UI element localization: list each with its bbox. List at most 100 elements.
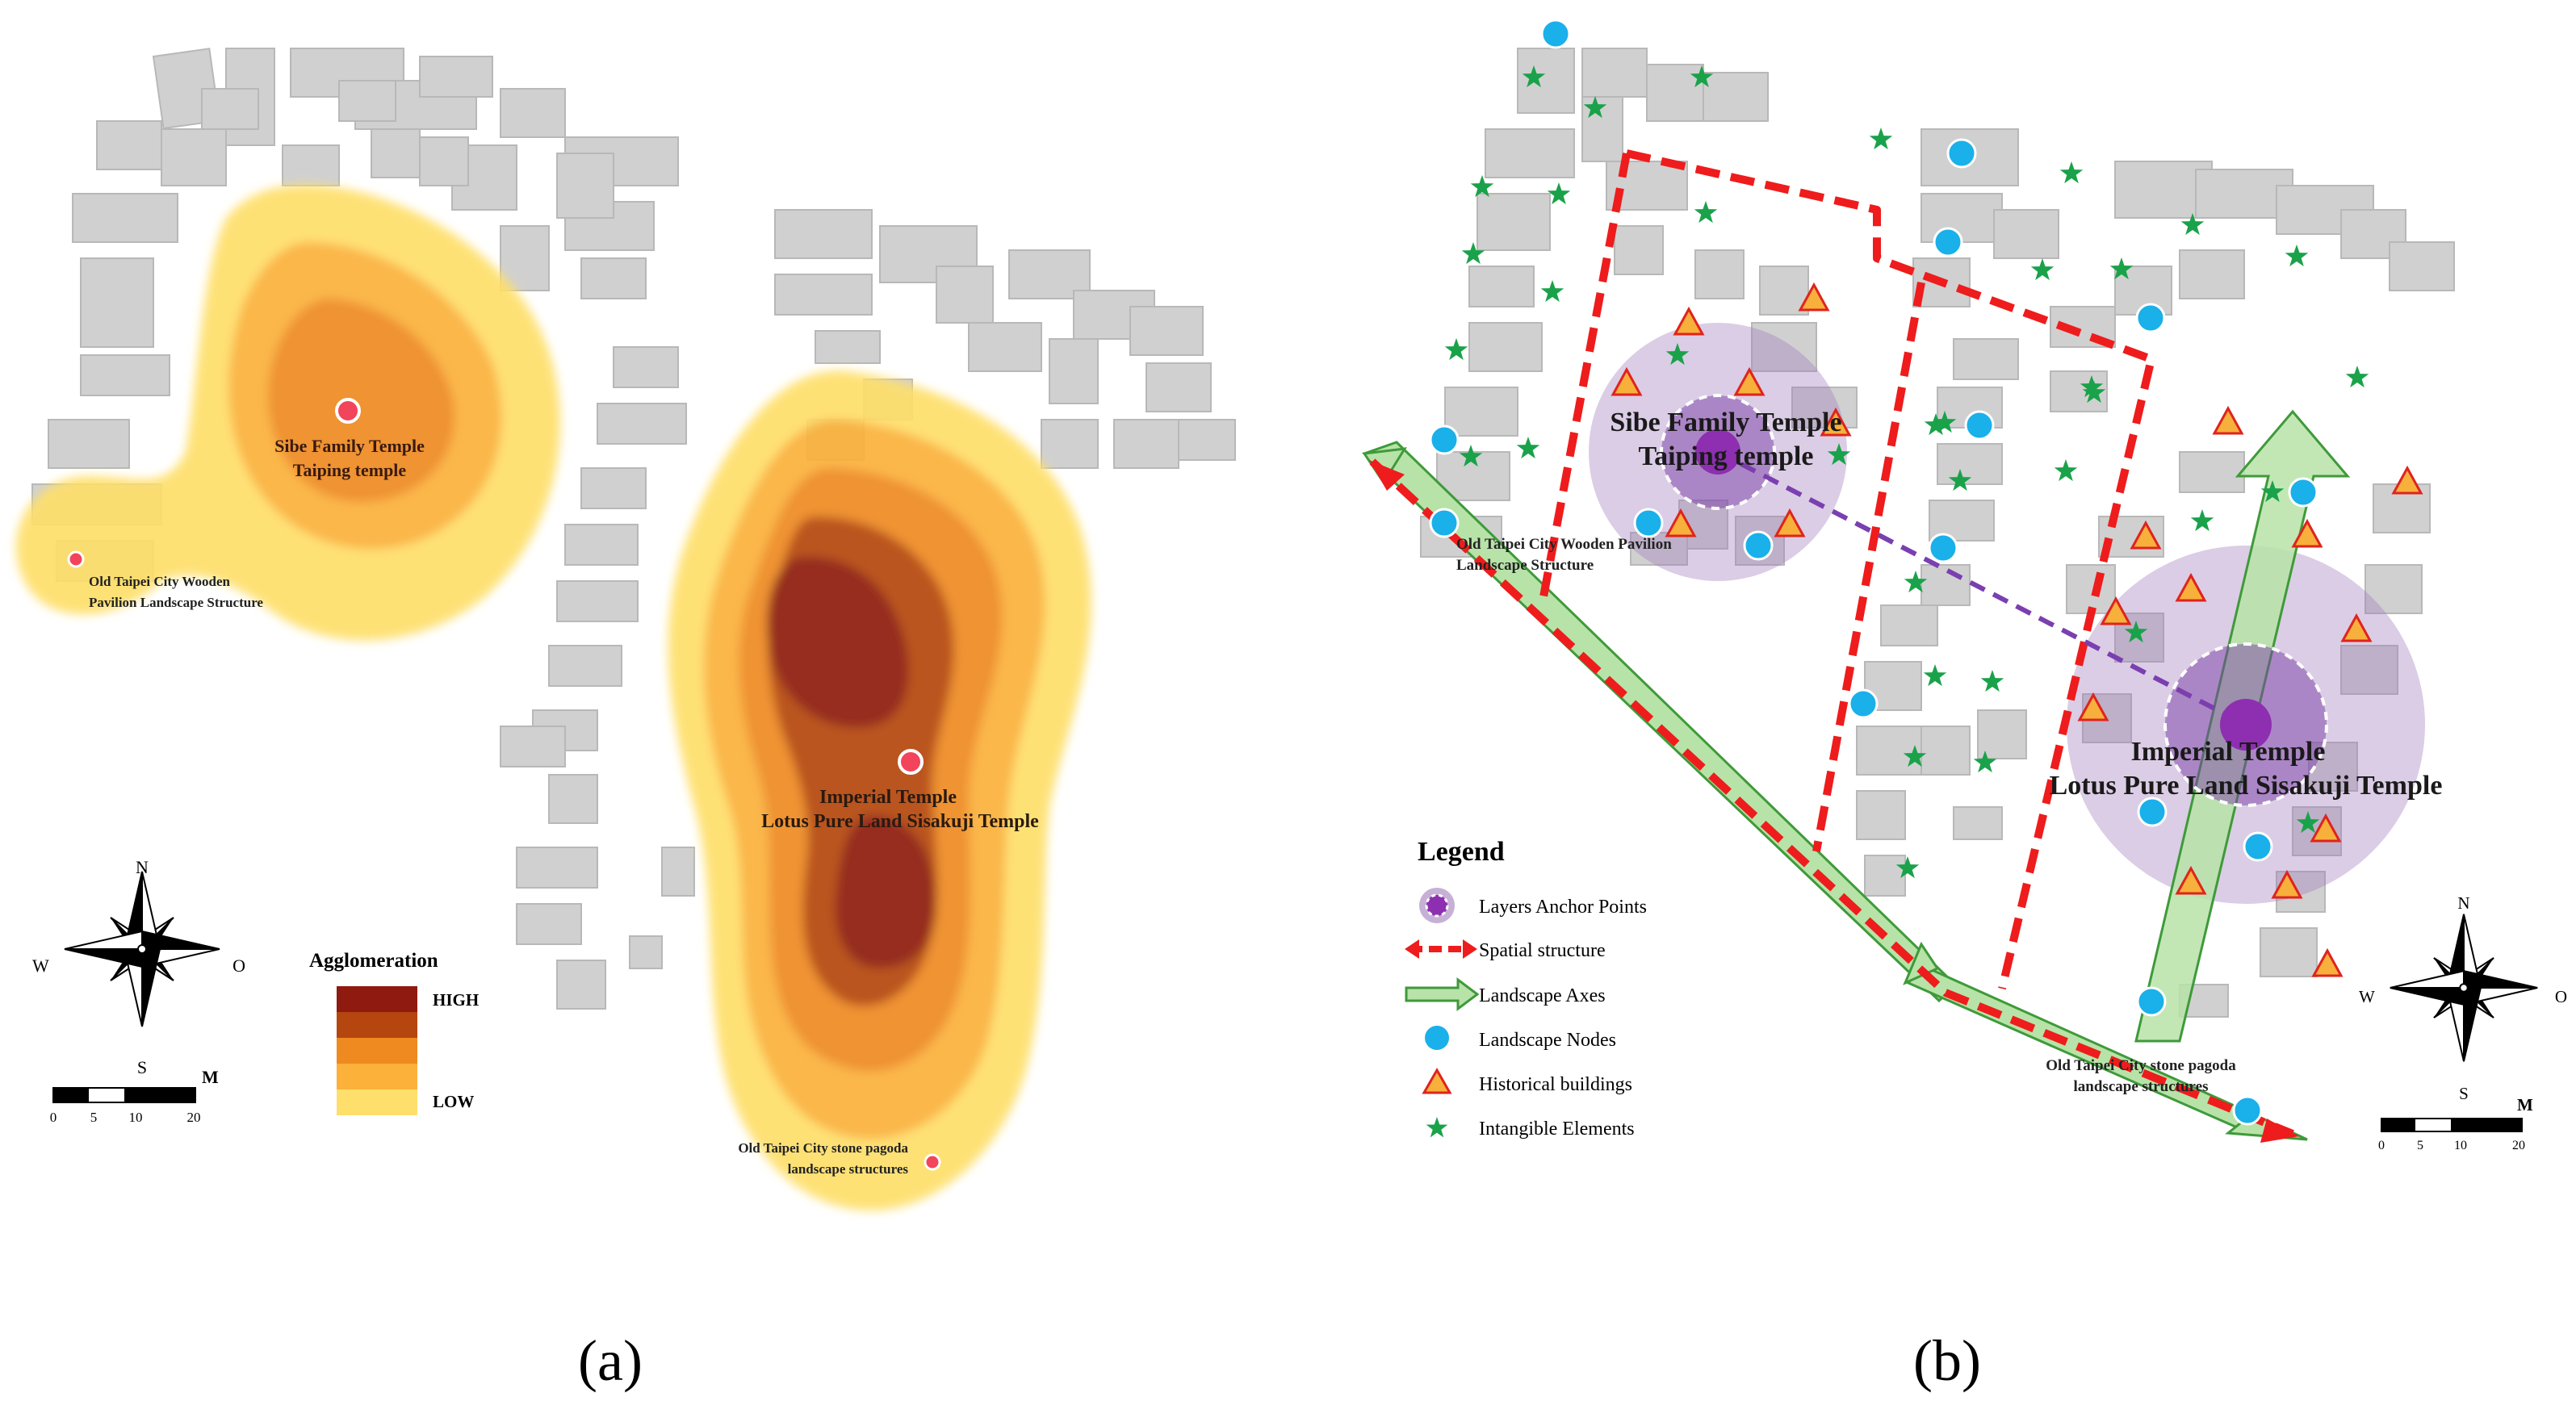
scale-b-unit: M	[2517, 1095, 2533, 1115]
label-b-pagoda-line2: landscape structures	[2074, 1078, 2209, 1095]
historical-building-marker	[1673, 306, 1705, 336]
historical-building-marker	[2340, 613, 2373, 642]
building-footprint	[1468, 322, 1543, 372]
intangible-element-marker	[2059, 161, 2084, 184]
building-footprint	[661, 847, 695, 897]
landscape-node-marker	[1946, 138, 1977, 169]
historical-building-marker	[2310, 813, 2342, 843]
historical-building-marker	[2175, 865, 2207, 895]
building-footprint	[1920, 193, 2003, 243]
historical-building-marker	[1611, 366, 1643, 396]
building-footprint	[1856, 726, 1922, 776]
label-pavilion-line1: Old Taipei City Wooden	[89, 574, 230, 589]
building-footprint	[2340, 645, 2398, 695]
landscape-node-marker	[1540, 19, 1571, 49]
landscape-node-marker	[1964, 410, 1995, 441]
agglomeration-swatches	[337, 986, 417, 1115]
building-footprint	[1113, 419, 1179, 469]
building-footprint	[629, 935, 663, 969]
building-footprint	[2179, 249, 2245, 299]
spatial-structure	[1369, 149, 2294, 1138]
intangible-element-marker	[2285, 245, 2309, 267]
markers-layer-b	[1429, 19, 2423, 1126]
star-icon	[1426, 1117, 1448, 1138]
building-footprint	[936, 266, 994, 324]
building-footprint	[48, 419, 130, 469]
historical-building-marker	[2271, 869, 2303, 899]
building-footprint	[1953, 806, 2003, 840]
historical-building-marker	[1733, 366, 1766, 396]
legend-b-item-4: Historical buildings	[1479, 1074, 1632, 1095]
building-footprint	[2364, 564, 2423, 614]
scale-b-tick-3: 20	[2512, 1139, 2525, 1152]
dashed-arrow-icon	[1405, 939, 1477, 959]
triangle-icon	[1422, 1067, 1452, 1094]
scale-b-tick-1: 5	[2417, 1139, 2423, 1152]
building-footprint	[1517, 48, 1575, 114]
panel-a: Sibe Family Temple Taiping temple Imperi…	[15, 48, 1236, 1393]
compass-b-e: O	[2555, 987, 2567, 1006]
historical-building-marker	[2291, 518, 2323, 548]
poi-imperial-marker	[898, 749, 924, 775]
agglomeration-swatch	[337, 1064, 417, 1089]
landscape-node-marker	[1633, 508, 1664, 538]
heat-imp-high-north	[767, 556, 909, 728]
building-footprint	[597, 403, 687, 445]
building-footprint	[1953, 338, 2019, 380]
building-footprint	[774, 209, 873, 259]
building-footprint	[516, 847, 598, 889]
building-footprint	[161, 128, 227, 186]
legend-b-item-0: Layers Anchor Points	[1479, 897, 1647, 918]
building-footprint	[338, 80, 396, 122]
agglomeration-low-label: LOW	[433, 1092, 474, 1111]
building-footprint	[80, 354, 170, 396]
building-footprint	[516, 903, 582, 945]
building-footprint	[2260, 927, 2318, 977]
scale-a-unit: M	[202, 1067, 219, 1087]
building-footprint	[96, 120, 162, 170]
building-footprint	[1977, 709, 2027, 759]
intangible-element-marker	[2190, 509, 2214, 532]
compass-b-n: N	[2457, 893, 2469, 913]
building-footprint	[613, 346, 679, 388]
heat-sibe-high	[268, 299, 454, 502]
building-footprint	[564, 524, 639, 566]
building-footprint	[201, 88, 259, 130]
label-pagoda-line2: landscape structures	[788, 1161, 909, 1177]
building-footprint	[1468, 266, 1535, 307]
landscape-node-marker	[2288, 477, 2318, 508]
compass-rose-icon	[64, 871, 220, 1027]
scale-a-tick-0: 0	[50, 1110, 57, 1125]
landscape-node-marker	[1848, 688, 1879, 719]
building-footprint	[2066, 564, 2116, 614]
intangible-element-marker	[1869, 128, 1893, 150]
landscape-node-marker	[2232, 1095, 2263, 1126]
legend-b: Legend Layers Anchor Points Spatial stru…	[1405, 837, 1647, 1140]
agglomeration-swatch	[337, 1012, 417, 1038]
anchor-point-sibe	[1660, 394, 1776, 510]
agglomeration-swatch	[337, 986, 417, 1012]
historical-building-marker	[2130, 520, 2162, 550]
building-footprint	[419, 136, 469, 186]
compass-b-w: W	[2359, 987, 2375, 1006]
historical-building-marker	[2077, 692, 2109, 721]
landscape-node-marker	[1933, 227, 1963, 257]
building-footprint	[815, 330, 881, 364]
compass-a-e: O	[232, 956, 245, 976]
building-footprint	[1581, 48, 1648, 98]
historical-building-marker	[1820, 407, 1852, 437]
legend-b-item-2: Landscape Axes	[1479, 985, 1606, 1006]
label-imperial-line2: Lotus Pure Land Sisakuji Temple	[761, 811, 1039, 832]
building-footprint	[1920, 564, 1971, 606]
scale-a-tick-1: 5	[90, 1110, 98, 1125]
building-footprint	[1864, 661, 1922, 711]
compass-a-w: W	[32, 956, 49, 976]
landscape-node-marker	[2135, 303, 2166, 333]
scale-b-tick-2: 10	[2454, 1139, 2467, 1152]
building-footprint	[1049, 338, 1099, 404]
building-footprint	[548, 645, 622, 687]
label-b-pavilion-line1: Old Taipei City Wooden Pavilion	[1456, 536, 1672, 553]
building-footprint	[500, 726, 566, 767]
historical-building-marker	[1665, 508, 1697, 537]
